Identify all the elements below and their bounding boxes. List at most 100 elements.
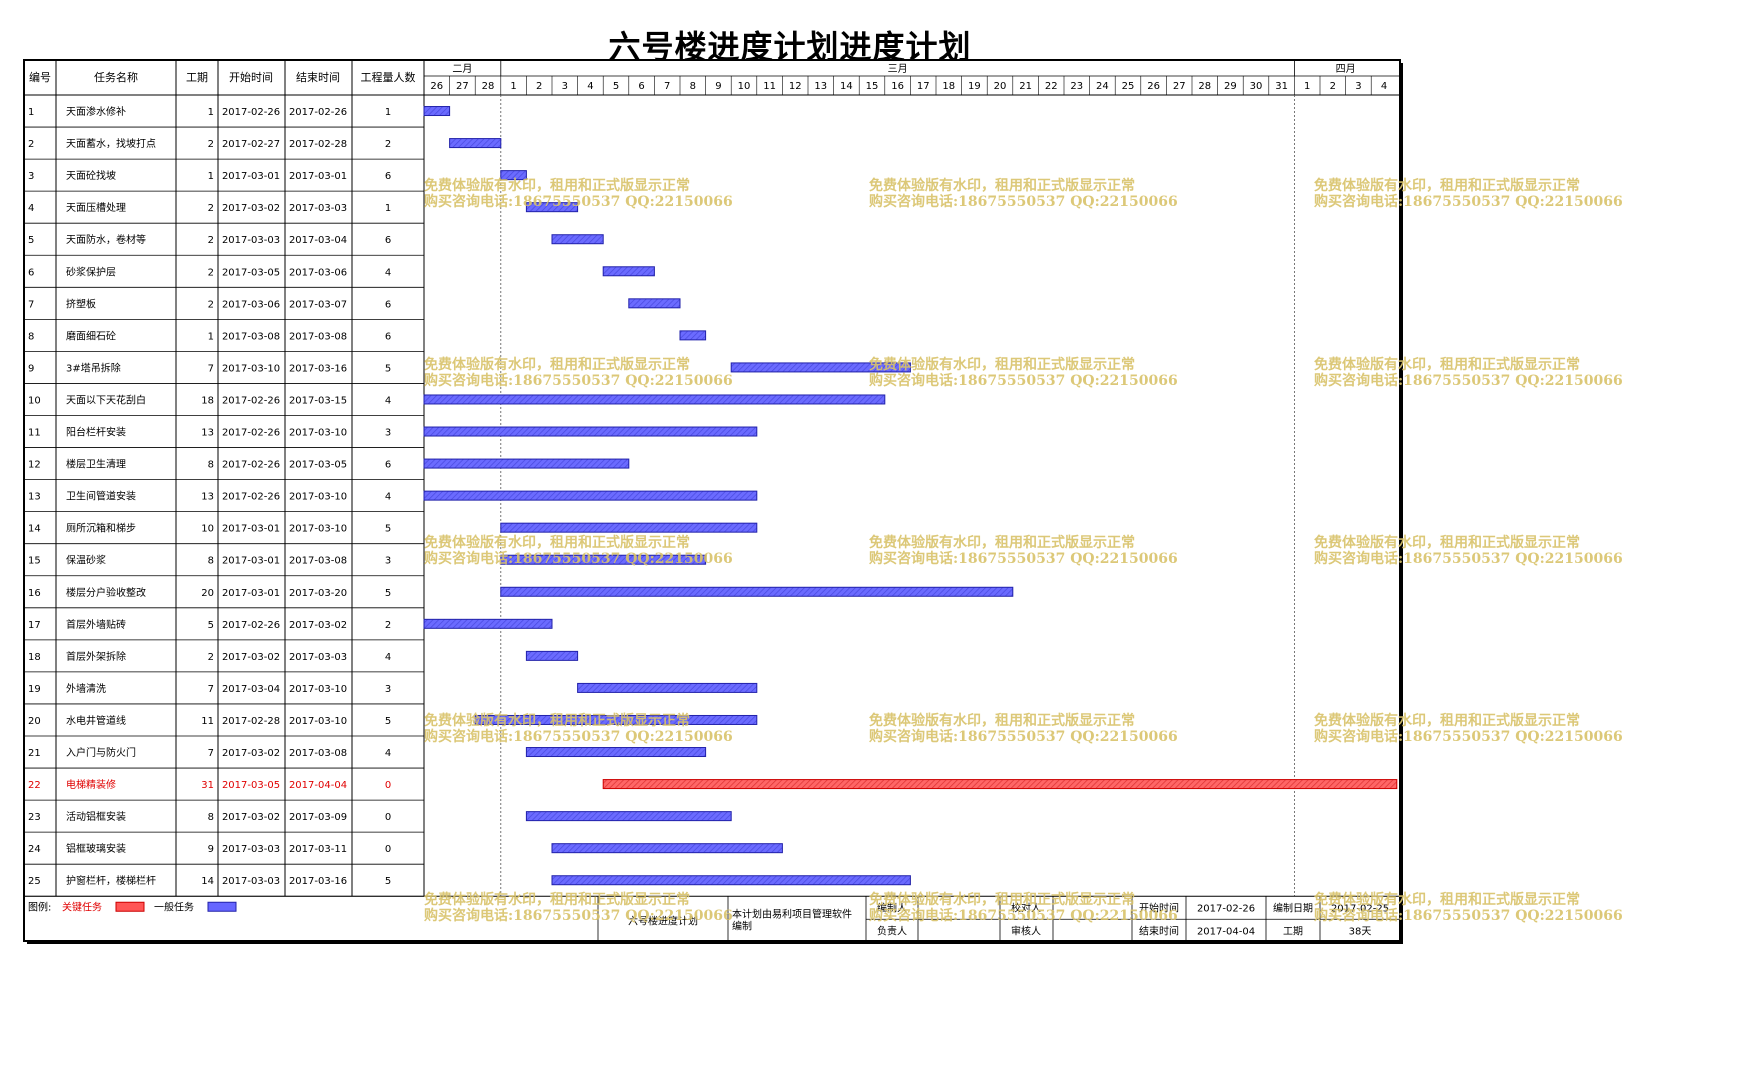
task-name: 电梯精装修 — [66, 778, 116, 791]
task-name: 天面防水，卷材等 — [66, 233, 146, 246]
task-end: 2017-03-01 — [289, 171, 347, 182]
watermark-line2: 购买咨询电话:18675550537 QQ:22150066 — [869, 550, 1178, 567]
task-duration: 9 — [208, 844, 214, 855]
task-start: 2017-03-03 — [222, 844, 280, 855]
day-label-33: 31 — [1275, 81, 1288, 92]
watermark-line2: 购买咨询电话:18675550537 QQ:22150066 — [424, 372, 733, 389]
task-start: 2017-03-01 — [222, 556, 280, 567]
task-end: 2017-03-10 — [289, 428, 347, 439]
task-workers: 2 — [385, 139, 391, 150]
day-label-23: 21 — [1019, 81, 1032, 92]
task-id: 4 — [28, 203, 34, 214]
task-start: 2017-02-26 — [222, 460, 280, 471]
task-end: 2017-03-02 — [289, 620, 347, 631]
task-id: 18 — [28, 652, 41, 663]
column-header-0: 编号 — [29, 70, 51, 84]
footer-note-line2: 编制 — [732, 919, 752, 932]
footer-start-value: 2017-02-26 — [1197, 903, 1255, 914]
task-duration: 2 — [208, 235, 214, 246]
task-id: 6 — [28, 267, 34, 278]
task-workers: 0 — [385, 812, 391, 823]
task-bar — [449, 138, 502, 149]
task-bar — [551, 875, 911, 886]
footer-end-label: 结束时间 — [1139, 924, 1179, 937]
task-duration: 8 — [208, 556, 214, 567]
watermark-line2: 购买咨询电话:18675550537 QQ:22150066 — [424, 193, 733, 210]
task-end: 2017-03-06 — [289, 267, 347, 278]
watermark-line1: 免费体验版有水印，租用和正式版显示正常 — [1314, 891, 1580, 908]
watermark-line1: 免费体验版有水印，租用和正式版显示正常 — [1314, 712, 1580, 729]
task-name: 首层外架拆除 — [66, 650, 126, 663]
task-start: 2017-02-26 — [222, 428, 280, 439]
footer-editor-label: 编制人 — [877, 901, 907, 914]
task-bar — [423, 458, 630, 469]
task-workers: 5 — [385, 524, 391, 535]
footer-reviewer-label: 校对人 — [1011, 901, 1041, 914]
task-workers: 1 — [385, 203, 391, 214]
critical-task-bar — [602, 779, 1398, 790]
task-id: 15 — [28, 556, 41, 567]
task-bar — [474, 714, 758, 725]
day-label-32: 30 — [1250, 81, 1263, 92]
task-start: 2017-03-03 — [222, 876, 280, 887]
task-workers: 4 — [385, 267, 391, 278]
column-header-1: 任务名称 — [94, 70, 138, 84]
day-label-25: 23 — [1070, 81, 1083, 92]
task-name: 磨面细石砼 — [66, 329, 116, 342]
day-label-2: 28 — [482, 81, 495, 92]
task-duration: 13 — [201, 492, 214, 503]
task-duration: 8 — [208, 460, 214, 471]
footer-note-line1: 本计划由易利项目管理软件 — [732, 907, 852, 920]
task-bar — [423, 490, 758, 501]
task-start: 2017-02-27 — [222, 139, 280, 150]
footer-end-value: 2017-04-04 — [1197, 926, 1255, 937]
task-name: 卫生间管道安装 — [66, 490, 136, 503]
day-label-31: 29 — [1224, 81, 1237, 92]
footer-start-label: 开始时间 — [1139, 901, 1179, 914]
day-label-24: 22 — [1045, 81, 1058, 92]
watermark-line2: 购买咨询电话:18675550537 QQ:22150066 — [869, 193, 1178, 210]
task-workers: 3 — [385, 556, 391, 567]
task-id: 23 — [28, 812, 41, 823]
task-name: 外墙清洗 — [66, 682, 106, 695]
task-duration: 20 — [201, 588, 214, 599]
task-name: 阳台栏杆安装 — [66, 426, 126, 439]
task-duration: 14 — [201, 876, 214, 887]
task-end: 2017-03-16 — [289, 363, 347, 374]
task-name: 水电井管道线 — [66, 714, 126, 727]
task-duration: 1 — [208, 171, 214, 182]
watermark-line2: 购买咨询电话:18675550537 QQ:22150066 — [1314, 372, 1623, 389]
task-name: 首层外墙贴砖 — [66, 618, 126, 631]
task-start: 2017-03-01 — [222, 588, 280, 599]
task-end: 2017-03-15 — [289, 395, 347, 406]
day-label-29: 27 — [1173, 81, 1186, 92]
watermark-line1: 免费体验版有水印，租用和正式版显示正常 — [424, 712, 690, 729]
task-bar — [628, 298, 681, 309]
task-end: 2017-02-26 — [289, 107, 347, 118]
task-name: 保温砂浆 — [66, 554, 106, 567]
day-label-7: 5 — [613, 81, 619, 92]
task-duration: 18 — [201, 395, 214, 406]
task-start: 2017-03-03 — [222, 235, 280, 246]
task-duration: 10 — [201, 524, 214, 535]
task-bar — [730, 362, 911, 373]
legend-label: 图例: — [28, 900, 51, 913]
task-name: 天面砼找坡 — [66, 169, 116, 182]
day-label-4: 2 — [536, 81, 542, 92]
task-end: 2017-03-08 — [289, 556, 347, 567]
task-id: 7 — [28, 299, 34, 310]
column-header-2: 工期 — [186, 71, 208, 84]
task-duration: 1 — [208, 331, 214, 342]
watermark-line2: 购买咨询电话:18675550537 QQ:22150066 — [1314, 550, 1623, 567]
column-header-5: 工程量人数 — [361, 71, 416, 84]
task-duration: 2 — [208, 203, 214, 214]
task-id: 2 — [28, 139, 34, 150]
task-workers: 4 — [385, 492, 391, 503]
day-label-16: 14 — [840, 81, 853, 92]
day-label-11: 9 — [715, 81, 721, 92]
task-workers: 4 — [385, 748, 391, 759]
task-workers: 6 — [385, 171, 391, 182]
day-label-17: 15 — [866, 81, 879, 92]
task-start: 2017-03-02 — [222, 203, 280, 214]
